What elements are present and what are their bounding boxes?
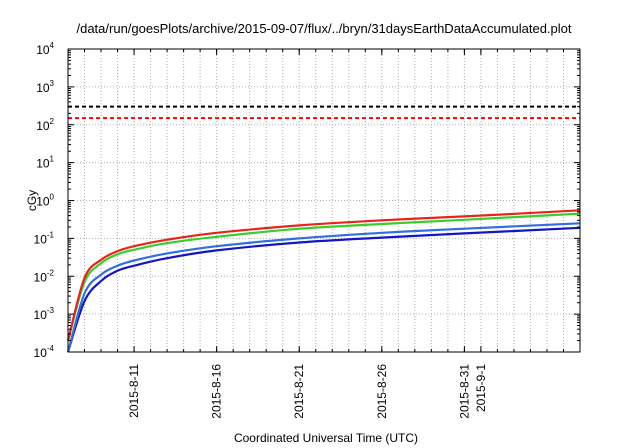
y-tick-label: 102 xyxy=(36,117,54,133)
x-tick-label: 2015-8-21 xyxy=(292,364,306,419)
x-tick-label: 2015-8-11 xyxy=(127,364,141,418)
series-line xyxy=(66,222,581,353)
y-tick-label: 10-2 xyxy=(34,268,55,284)
y-tick-label: 10-4 xyxy=(34,344,55,360)
series-line xyxy=(66,212,581,341)
y-tick-label: 104 xyxy=(36,41,54,57)
y-axis-label: cGy xyxy=(25,190,39,211)
grid xyxy=(68,49,580,352)
x-axis-label: Coordinated Universal Time (UTC) xyxy=(234,431,418,445)
x-tick-label: 2015-8-16 xyxy=(210,364,224,419)
x-axis: 2015-8-11 2015-8-16 2015-8-21 2015-8-26 2015… xyxy=(84,49,564,419)
chart-title: /data/run/goesPlots/archive/2015-09-07/f… xyxy=(76,21,571,36)
y-tick-label: 103 xyxy=(36,79,54,95)
series-line xyxy=(66,226,581,353)
reference-lines xyxy=(68,105,580,120)
x-tick-label: 2015-8-31 xyxy=(457,364,471,419)
y-tick-label: 10-1 xyxy=(34,230,55,246)
series-lines xyxy=(66,209,581,353)
x-tick-label: 2015-9-1 xyxy=(474,364,488,412)
y-tick-label: 101 xyxy=(36,155,54,171)
series-line xyxy=(66,209,581,341)
y-axis: 10-4 10-3 10-2 10-1 100 101 102 103 104 xyxy=(34,41,580,360)
y-tick-label: 10-3 xyxy=(34,306,55,322)
y-tick-label: 100 xyxy=(36,193,54,209)
x-tick-label: 2015-8-26 xyxy=(375,364,389,419)
